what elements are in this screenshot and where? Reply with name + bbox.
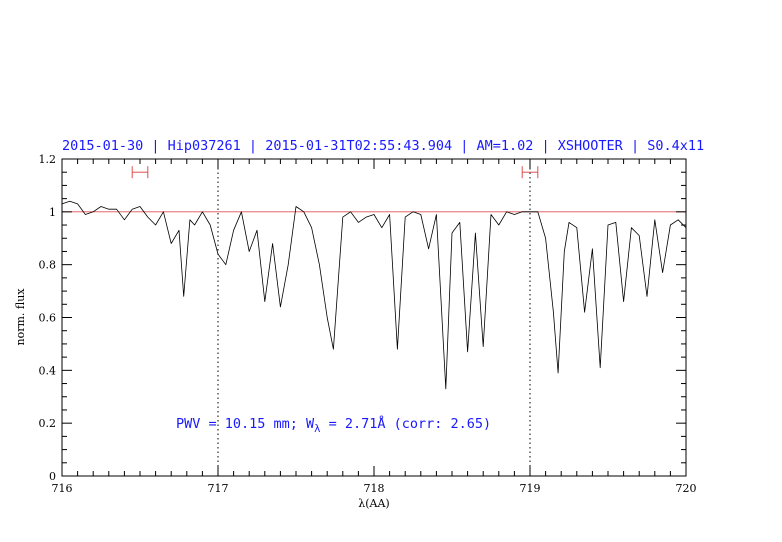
range-marker-0 (131, 166, 149, 179)
plot-content (61, 159, 687, 476)
y-tick-label: 1.2 (39, 153, 57, 166)
spectrum-line-0 (61, 200, 687, 390)
axis-ticks: 716 717 718 719 720 0 0.2 0.4 0.6 0.8 1 1.2 (39, 153, 697, 495)
x-tick-label: 718 (364, 482, 385, 495)
pwv-annotation-prefix: PWV = 10.15 mm; W (176, 416, 315, 432)
range-marker-1 (521, 166, 539, 179)
y-axis-label: norm. flux (14, 288, 27, 346)
y-tick-label: 0.4 (39, 364, 57, 377)
pwv-annotation-suffix: = 2.71Å (corr: 2.65) (320, 415, 491, 432)
y-tick-label: 0 (49, 470, 56, 483)
y-tick-label: 0.8 (39, 259, 57, 272)
y-tick-label: 0.6 (39, 312, 57, 325)
y-tick-label: 0.2 (39, 417, 57, 430)
x-tick-label: 720 (676, 482, 697, 495)
x-tick-label: 717 (208, 482, 229, 495)
y-tick-label: 1 (49, 206, 56, 219)
pwv-annotation: PWV = 10.15 mm; Wλ = 2.71Å (corr: 2.65) (135, 415, 515, 435)
pwv-annotation-subscript: λ (314, 423, 320, 435)
x-tick-label: 716 (52, 482, 73, 495)
chart-title: 2015-01-30 | Hip037261 | 2015-01-31T02:5… (62, 138, 704, 154)
x-tick-label: 719 (520, 482, 541, 495)
x-axis-label: λ(AA) (358, 497, 389, 510)
